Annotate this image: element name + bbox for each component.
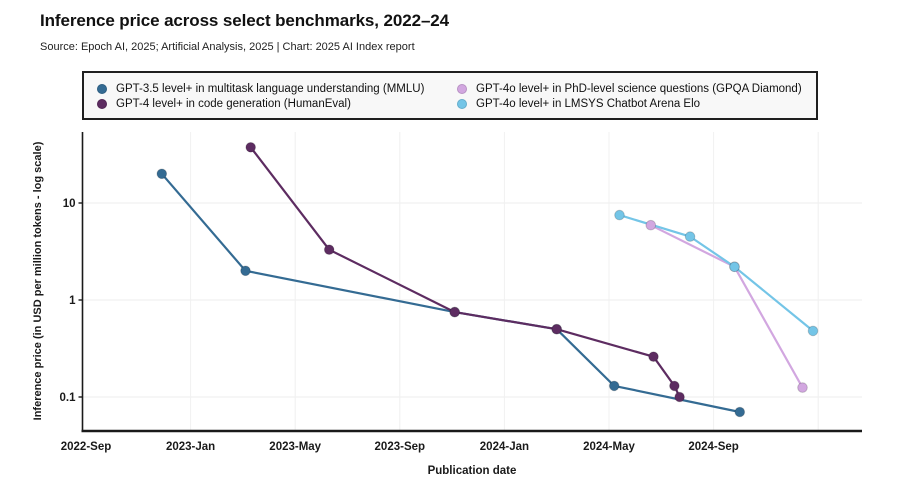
data-point-humaneval bbox=[551, 323, 563, 335]
legend-item-lmsys: GPT-4o level+ in LMSYS Chatbot Arena Elo bbox=[457, 98, 808, 110]
series-line-lmsys bbox=[618, 214, 815, 332]
x-tick-label: 2024-Jan bbox=[480, 441, 529, 453]
x-tick-label: 2024-Sep bbox=[688, 441, 739, 453]
data-point-humaneval bbox=[323, 244, 335, 255]
series-line-mmlu bbox=[160, 172, 741, 414]
x-tick-label: 2023-Jan bbox=[166, 441, 215, 453]
data-point-humaneval bbox=[674, 391, 685, 403]
legend-label: GPT-4o level+ in LMSYS Chatbot Arena Elo bbox=[476, 97, 701, 110]
legend-dot-icon bbox=[457, 98, 467, 109]
y-tick-label: 10 bbox=[63, 198, 76, 210]
legend-dot-icon bbox=[97, 98, 107, 109]
data-point-mmlu bbox=[156, 168, 168, 180]
data-point-mmlu bbox=[608, 380, 620, 392]
data-point-lmsys bbox=[807, 325, 819, 337]
x-tick-label: 2023-Sep bbox=[375, 441, 426, 453]
data-point-mmlu bbox=[734, 406, 746, 418]
legend-item-gpqa: GPT-4o level+ in PhD-level science quest… bbox=[457, 83, 808, 95]
data-point-humaneval bbox=[245, 142, 256, 153]
x-tick-label: 2023-May bbox=[269, 441, 321, 453]
y-tick-label: 1 bbox=[69, 295, 76, 307]
data-point-gpqa bbox=[797, 382, 808, 393]
legend: GPT-3.5 level+ in multitask language und… bbox=[82, 71, 818, 120]
data-point-humaneval bbox=[449, 306, 461, 318]
y-tick-label: 0.1 bbox=[60, 392, 77, 404]
data-point-humaneval bbox=[669, 380, 680, 392]
data-point-lmsys bbox=[684, 231, 696, 242]
legend-dot-icon bbox=[97, 83, 107, 94]
series-line-gpqa bbox=[649, 224, 804, 389]
legend-label: GPT-4 level+ in code generation (HumanEv… bbox=[116, 97, 351, 110]
data-point-lmsys bbox=[614, 209, 625, 221]
data-point-gpqa bbox=[645, 219, 657, 231]
x-axis-label: Publication date bbox=[427, 465, 517, 477]
legend-label: GPT-4o level+ in PhD-level science quest… bbox=[476, 82, 802, 95]
page-title: Inference price across select benchmarks… bbox=[40, 11, 450, 30]
legend-item-humaneval: GPT-4 level+ in code generation (HumanEv… bbox=[97, 98, 457, 110]
legend-dot-icon bbox=[457, 83, 467, 94]
series-line-humaneval bbox=[249, 146, 681, 399]
x-tick-label: 2024-May bbox=[583, 441, 635, 453]
data-point-humaneval bbox=[648, 351, 659, 363]
source-attribution: Source: Epoch AI, 2025; Artificial Analy… bbox=[40, 41, 415, 53]
y-axis-label: Inference price (in USD per million toke… bbox=[32, 141, 44, 421]
x-tick-label: 2022-Sep bbox=[61, 441, 112, 453]
legend-label: GPT-3.5 level+ in multitask language und… bbox=[116, 82, 425, 95]
legend-item-mmlu: GPT-3.5 level+ in multitask language und… bbox=[97, 83, 457, 95]
data-point-mmlu bbox=[240, 265, 251, 277]
data-point-lmsys bbox=[729, 261, 740, 273]
